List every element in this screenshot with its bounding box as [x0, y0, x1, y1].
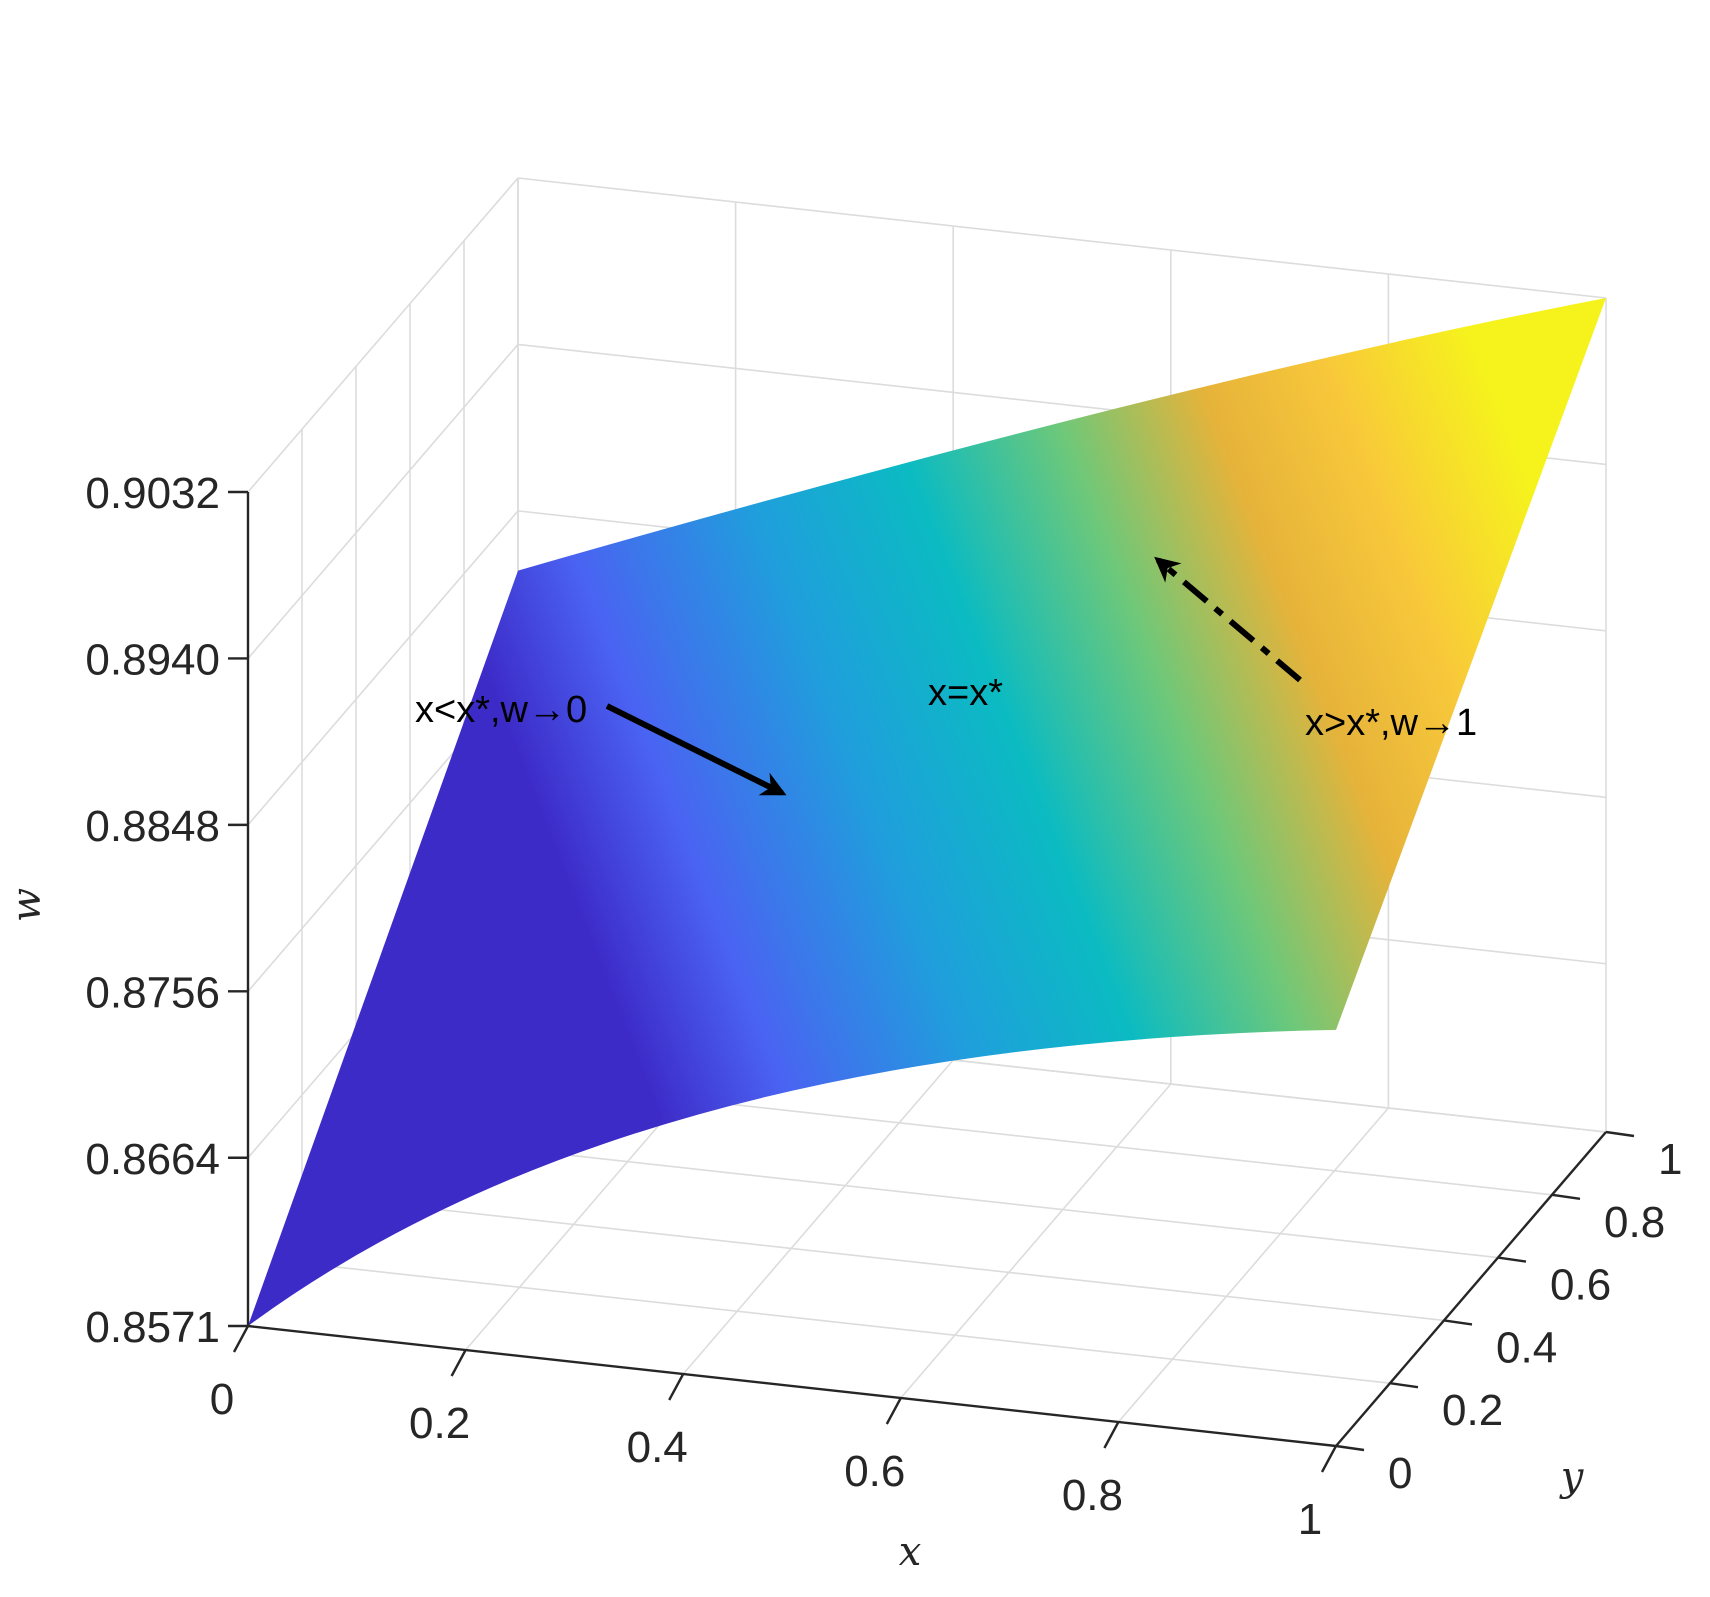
x-tick-mark [668, 1373, 685, 1401]
z-tick-label: 0.8848 [85, 802, 220, 851]
y-tick-mark [1443, 1319, 1473, 1326]
z-tick-label: 0.8664 [85, 1135, 220, 1184]
y-tick-label: 0.2 [1442, 1386, 1503, 1435]
x-tick-label: 0 [210, 1375, 234, 1424]
y-tick-label: 1 [1658, 1135, 1682, 1184]
annotation-center: x=x* [928, 672, 1003, 714]
floor-grid-line [682, 1059, 954, 1375]
y-axis-label: y [1559, 1454, 1585, 1500]
x-tick-label: 0.4 [627, 1423, 688, 1472]
surface-patch [248, 298, 1606, 1326]
x-tick-mark [1103, 1421, 1120, 1449]
x-tick-label: 0.2 [409, 1399, 470, 1448]
y-tick-label: 0 [1388, 1449, 1412, 1498]
floor-grid-line [409, 1136, 1499, 1259]
x-tick-mark [1320, 1445, 1338, 1473]
label-layer: x y w [4, 888, 1585, 1575]
x-axis-label: x [899, 1529, 922, 1575]
left-wall-grid-line [247, 510, 519, 826]
y-tick-mark [1605, 1130, 1635, 1138]
z-tick-label: 0.8756 [85, 968, 220, 1017]
y-tick-label: 0.6 [1550, 1261, 1611, 1310]
y-tick-mark [1551, 1193, 1581, 1200]
y-tick-mark [1497, 1256, 1527, 1263]
surface-layer [248, 298, 1606, 1326]
z-tick-label: 0.8940 [85, 635, 220, 684]
y-tick-label: 0.8 [1604, 1198, 1665, 1247]
y-tick-mark [1335, 1444, 1365, 1452]
floor-grid-line [1117, 1107, 1390, 1423]
y-tick-label: 0.4 [1496, 1323, 1557, 1372]
z-axis-label: w [4, 888, 50, 922]
axis-layer [246, 492, 1607, 1448]
y-axis-line [1335, 1131, 1607, 1447]
x-tick-label: 1 [1298, 1495, 1322, 1544]
z-tick-label: 0.9032 [85, 469, 220, 518]
x-tick-mark [885, 1397, 902, 1425]
x-axis-line [247, 1324, 1337, 1448]
annotation-layer: x<x*,w→0 x=x* x>x*,w→1 [415, 556, 1477, 796]
floor-grid-line [900, 1083, 1172, 1399]
y-tick-mark [1389, 1382, 1419, 1389]
annotation-right: x>x*,w→1 [1305, 702, 1477, 744]
x-tick-label: 0.8 [1062, 1471, 1123, 1520]
x-tick-mark [232, 1325, 250, 1353]
x-tick-label: 0.6 [844, 1447, 905, 1496]
left-wall-grid-line [247, 343, 519, 659]
annotation-left-arrow [605, 703, 787, 796]
tick-layer: 0 0.2 0.4 0.6 0.8 1 0 0.2 0.4 0.6 0.8 1 0.8571 0.8664… [85, 469, 1682, 1544]
x-tick-mark [450, 1349, 467, 1377]
left-wall-grid-line [247, 177, 519, 493]
annotation-left: x<x*,w→0 [415, 689, 587, 731]
floor-grid-line [355, 1199, 1445, 1322]
back-wall-grid-line [517, 177, 1607, 299]
z-tick-label: 0.8571 [85, 1303, 220, 1352]
floor-grid-line [301, 1262, 1391, 1384]
